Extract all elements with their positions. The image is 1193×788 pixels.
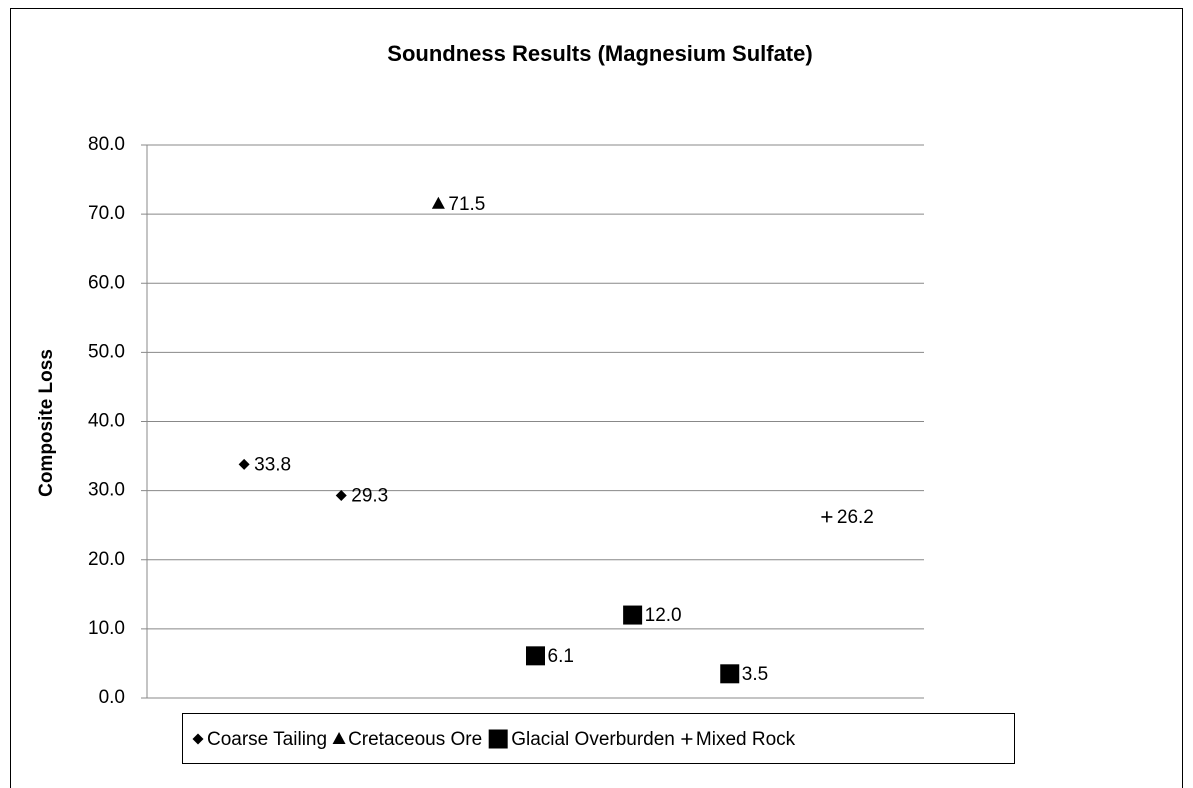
y-tick-label: 40.0: [88, 411, 125, 432]
marker-diamond: [238, 458, 250, 470]
legend-box: [182, 713, 1015, 764]
marker-diamond: [335, 489, 347, 501]
data-label: 3.5: [742, 664, 768, 685]
y-tick-label: 30.0: [88, 480, 125, 501]
y-tick-label: 60.0: [88, 272, 125, 293]
chart-frame: [10, 8, 1183, 788]
chart-title: Soundness Results (Magnesium Sulfate): [387, 41, 812, 66]
y-tick-label: 20.0: [88, 549, 125, 570]
data-label: 29.3: [351, 485, 388, 506]
legend-label: Glacial Overburden: [511, 729, 675, 750]
data-label: 26.2: [837, 507, 874, 528]
marker-plus: [821, 511, 833, 523]
y-tick-label: 0.0: [99, 687, 125, 708]
marker-triangle: [332, 732, 346, 744]
data-label: 71.5: [448, 194, 485, 215]
data-label: 12.0: [645, 605, 682, 626]
marker-square: [526, 646, 545, 666]
marker-square: [623, 605, 643, 625]
y-tick-label: 50.0: [88, 341, 125, 362]
y-tick-label: 80.0: [88, 134, 125, 155]
marker-plus: [681, 733, 693, 745]
legend-label: Coarse Tailing: [207, 729, 327, 750]
y-tick-label: 10.0: [88, 618, 125, 639]
marker-square: [720, 664, 740, 684]
legend-label: Mixed Rock: [696, 729, 796, 750]
marker-square: [488, 729, 508, 749]
y-tick-label: 70.0: [88, 203, 125, 224]
legend-label: Cretaceous Ore: [348, 729, 482, 750]
y-axis-title: Composite Loss: [36, 349, 57, 497]
data-label: 6.1: [548, 646, 574, 667]
marker-diamond: [192, 733, 204, 745]
data-label: 33.8: [254, 454, 291, 475]
marker-triangle: [431, 196, 445, 209]
